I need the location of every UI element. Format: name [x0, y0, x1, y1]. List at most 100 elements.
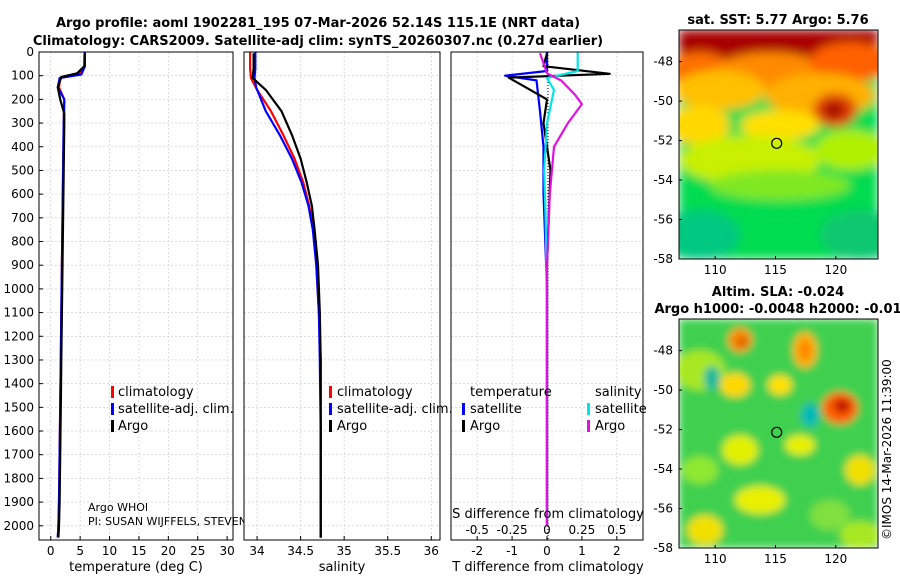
salinity-plot-area [244, 52, 440, 540]
legend-swatch-argo [329, 420, 332, 432]
s-difference-tick-label: -0.25 [497, 523, 528, 537]
depth-tick-label: 400 [11, 140, 34, 154]
legend-header-temperature: temperature [470, 385, 552, 400]
temperature-panel: 0100200300400500600700800900100011001200… [3, 45, 247, 575]
map-longitude-label: 115 [764, 552, 787, 566]
depth-tick-label: 900 [11, 258, 34, 272]
x-tick-label: 34 [249, 544, 264, 558]
legend-swatch-s-satellite [587, 403, 590, 415]
x-tick-label: 10 [102, 544, 117, 558]
depth-tick-label: 100 [11, 69, 34, 83]
s-difference-tick-label: 0.25 [569, 523, 596, 537]
t-difference-tick-labels: -2 -1 0 1 2 [471, 536, 621, 558]
sla-argo-position-marker [771, 426, 783, 438]
map-latitude-label: -56 [653, 213, 673, 227]
legend-swatch-argo [111, 420, 114, 432]
x-tick-label: 35.5 [374, 544, 401, 558]
map-latitude-label: -50 [653, 383, 673, 397]
s-difference-tick-label: 0 [543, 523, 551, 537]
temperature-frame [38, 51, 234, 541]
depth-tick-label: 1700 [3, 448, 34, 462]
x-tick-label: 30 [219, 544, 234, 558]
imos-credit: ©IMOS 14-Mar-2026 11:39:00 [880, 359, 894, 540]
x-tick-label: -2 [471, 544, 483, 558]
map-longitude-label: 115 [764, 263, 787, 277]
depth-tick-label: 0 [26, 45, 34, 59]
legend-label-s-argo: Argo [595, 419, 625, 434]
sla-longitude-ticks: 110 115 120 [704, 545, 847, 566]
sst-latitude-ticks: -48 -50 -52 -54 -56 -58 [653, 55, 682, 266]
temperature-series [56, 52, 87, 538]
series-line-s-argo [538, 52, 584, 526]
x-tick-label: 35 [337, 544, 352, 558]
salinity-legend: climatology satellite-adj. clim. Argo [329, 385, 453, 434]
map-latitude-label: -58 [653, 541, 673, 555]
depth-tick-labels: 0 100 200 300 400 500 600 700 800 900 1000 1100 1200… [3, 45, 43, 533]
x-tick-label: 36 [424, 544, 439, 558]
legend-label-argo: Argo [118, 419, 148, 434]
legend-swatch-climatology [329, 386, 332, 398]
s-difference-label: S difference from climatology [452, 507, 644, 522]
sla-map: Altim. SLA: -0.024 Argo h1000: -0.0048 h… [653, 285, 900, 566]
depth-tick-label: 1500 [3, 400, 34, 414]
sla-latitude-ticks: -48 -50 -52 -54 -56 -58 [653, 344, 682, 555]
legend-swatch-satellite-adj [329, 403, 332, 415]
t-difference-x-label: T difference from climatology [451, 560, 644, 575]
depth-tick-label: 700 [11, 211, 34, 225]
argo-info-line2: PI: SUSAN WIJFFELS, STEVEN [88, 515, 247, 528]
s-difference-tick-label: 0.5 [607, 523, 626, 537]
map-latitude-label: -54 [653, 173, 673, 187]
difference-panel: -2 -1 0 1 2 -0.5 -0.25 0 0.25 0.5 S difference f… [450, 51, 647, 575]
depth-tick-label: 200 [11, 92, 34, 106]
x-tick-label: 20 [161, 544, 176, 558]
sla-map-frame [678, 318, 879, 549]
depth-tick-label: 1900 [3, 495, 34, 509]
x-tick-label: 15 [131, 544, 146, 558]
s-difference-tick-labels: -0.5 -0.25 0 0.25 0.5 [465, 523, 626, 537]
difference-series [504, 52, 611, 526]
legend-label-s-satellite: satellite [595, 402, 647, 417]
depth-tick-label: 1300 [3, 353, 34, 367]
depth-tick-label: 300 [11, 116, 34, 130]
temperature-plot-area [39, 52, 233, 540]
x-tick-label: 5 [76, 544, 84, 558]
legend-swatch-t-argo [462, 420, 465, 432]
sla-map-title-line1: Altim. SLA: -0.024 [712, 285, 844, 300]
map-latitude-label: -48 [653, 55, 673, 69]
x-tick-label: 25 [190, 544, 205, 558]
map-latitude-label: -52 [653, 423, 673, 437]
legend-label-t-satellite: satellite [470, 402, 522, 417]
temperature-x-label: temperature (deg C) [69, 560, 203, 575]
depth-tick-label: 1200 [3, 329, 34, 343]
depth-tick-label: 800 [11, 235, 34, 249]
depth-tick-label: 600 [11, 187, 34, 201]
legend-swatch-s-argo [587, 420, 590, 432]
map-latitude-label: -52 [653, 134, 673, 148]
x-tick-label: 0 [47, 544, 55, 558]
legend-label-climatology: climatology [118, 385, 194, 400]
series-line-argo [251, 53, 322, 538]
map-latitude-label: -58 [653, 252, 673, 266]
sst-argo-position-marker [771, 137, 783, 149]
x-tick-label: 2 [613, 544, 621, 558]
sst-heatmap [679, 30, 878, 259]
series-line-argo [56, 53, 86, 538]
salinity-x-label: salinity [319, 560, 366, 575]
figure-title-line1: Argo profile: aoml 1902281_195 07-Mar-20… [56, 16, 580, 31]
map-latitude-label: -54 [653, 462, 673, 476]
sst-map-title: sat. SST: 5.77 Argo: 5.76 [687, 13, 868, 28]
x-tick-label: 0 [543, 544, 551, 558]
legend-label-satellite-adj: satellite-adj. clim. [118, 402, 234, 417]
depth-tick-label: 500 [11, 163, 34, 177]
sst-map: sat. SST: 5.77 Argo: 5.76 [653, 13, 879, 277]
sst-longitude-ticks: 110 115 120 [704, 256, 847, 277]
legend-swatch-t-satellite [462, 403, 465, 415]
legend-label-t-argo: Argo [470, 419, 500, 434]
map-latitude-label: -48 [653, 344, 673, 358]
sla-heatmap [679, 319, 878, 548]
map-latitude-label: -50 [653, 94, 673, 108]
map-longitude-label: 110 [704, 263, 727, 277]
x-tick-label: 34.5 [287, 544, 314, 558]
s-difference-tick-label: -0.5 [465, 523, 488, 537]
